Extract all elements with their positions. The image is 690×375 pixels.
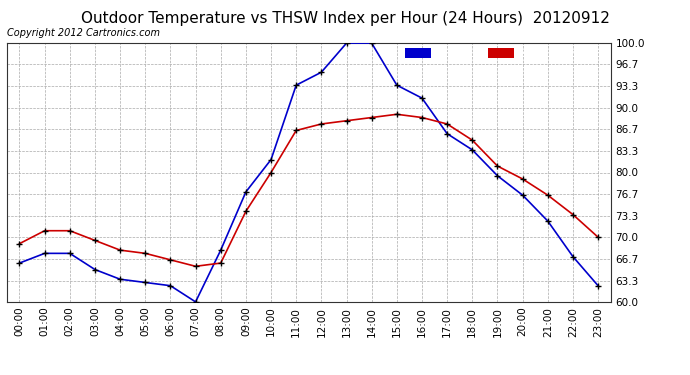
Text: Copyright 2012 Cartronics.com: Copyright 2012 Cartronics.com	[7, 28, 160, 38]
Text: Outdoor Temperature vs THSW Index per Hour (24 Hours)  20120912: Outdoor Temperature vs THSW Index per Ho…	[81, 11, 609, 26]
Legend: THSW  (°F), Temperature  (°F): THSW (°F), Temperature (°F)	[405, 48, 605, 59]
